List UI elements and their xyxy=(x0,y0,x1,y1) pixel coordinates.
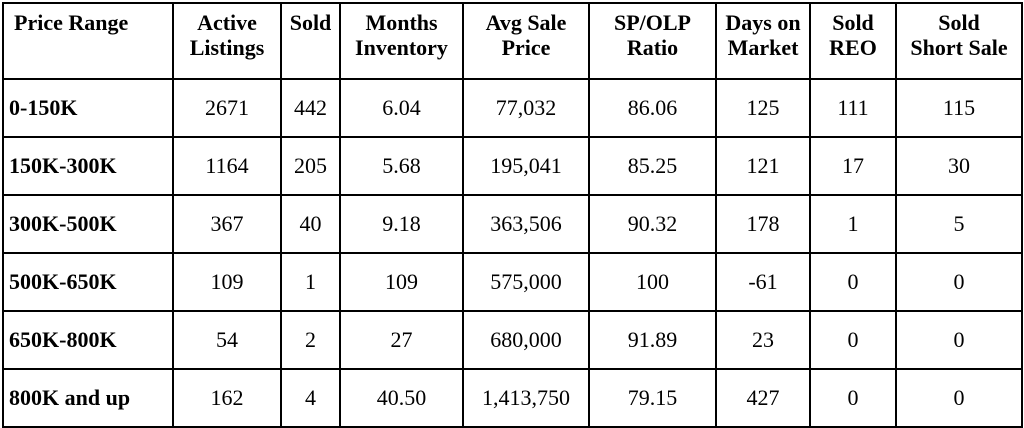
header-label-line: Ratio xyxy=(626,35,679,60)
header-days-on-market: Days on Market xyxy=(715,2,811,80)
header-sold-reo: Sold REO xyxy=(809,2,897,80)
table-cell: 40 xyxy=(280,194,341,254)
table-cell: 4 xyxy=(280,368,341,428)
table-cell: 1 xyxy=(280,252,341,312)
table-cell: 2 xyxy=(280,310,341,370)
table-cell: 2671 xyxy=(172,78,282,138)
table-cell: 91.89 xyxy=(588,310,717,370)
table-cell: 23 xyxy=(715,310,811,370)
table-cell: 205 xyxy=(280,136,341,196)
table-row: 500K-650K 109 1 109 575,000 100 -61 0 0 xyxy=(2,252,1023,312)
table-cell: 125 xyxy=(715,78,811,138)
header-label-line: Listings xyxy=(189,35,265,60)
table-cell: 0 xyxy=(809,368,897,428)
table-cell: 5.68 xyxy=(339,136,464,196)
table-row: 0-150K 2671 442 6.04 77,032 86.06 125 111 115 xyxy=(2,78,1023,138)
header-sold: Sold xyxy=(280,2,341,80)
table-cell: 6.04 xyxy=(339,78,464,138)
table-cell: 115 xyxy=(895,78,1023,138)
header-label-line: Sold xyxy=(832,10,874,35)
table-cell: 0 xyxy=(895,368,1023,428)
table-row: 150K-300K 1164 205 5.68 195,041 85.25 121 17 30 xyxy=(2,136,1023,196)
header-label-line: Months xyxy=(365,10,438,35)
table-cell: 121 xyxy=(715,136,811,196)
header-label-line: Days on xyxy=(725,10,801,35)
header-label-line: Market xyxy=(727,35,799,60)
table-row: 650K-800K 54 2 27 680,000 91.89 23 0 0 xyxy=(2,310,1023,370)
header-label-line: Sold xyxy=(938,10,980,35)
header-label-line: Inventory xyxy=(355,35,448,60)
table-cell: 0 xyxy=(809,310,897,370)
table-cell: 86.06 xyxy=(588,78,717,138)
table-cell: 442 xyxy=(280,78,341,138)
header-sp-olp-ratio: SP/OLP Ratio xyxy=(588,2,717,80)
row-label-price-range: 650K-800K xyxy=(2,310,174,370)
table-cell: -61 xyxy=(715,252,811,312)
table-cell: 1164 xyxy=(172,136,282,196)
table-cell: 0 xyxy=(809,252,897,312)
row-label-price-range: 150K-300K xyxy=(2,136,174,196)
header-months-inventory: Months Inventory xyxy=(339,2,464,80)
row-label-price-range: 500K-650K xyxy=(2,252,174,312)
table-cell: 367 xyxy=(172,194,282,254)
header-label-line: Short Sale xyxy=(910,35,1008,60)
table-cell: 0 xyxy=(895,252,1023,312)
table-cell: 40.50 xyxy=(339,368,464,428)
header-label-line: Sold xyxy=(289,10,332,35)
table-row: 300K-500K 367 40 9.18 363,506 90.32 178 1 5 xyxy=(2,194,1023,254)
table-cell: 100 xyxy=(588,252,717,312)
table-cell: 17 xyxy=(809,136,897,196)
table-cell: 111 xyxy=(809,78,897,138)
table-cell: 363,506 xyxy=(462,194,590,254)
table-cell: 5 xyxy=(895,194,1023,254)
header-price-range: Price Range xyxy=(2,2,174,80)
header-row: Price Range Active Listings Sold Months Inven… xyxy=(2,2,1023,80)
table-cell: 1 xyxy=(809,194,897,254)
table-cell: 1,413,750 xyxy=(462,368,590,428)
header-label-line: REO xyxy=(829,35,877,60)
row-label-price-range: 800K and up xyxy=(2,368,174,428)
table-cell: 575,000 xyxy=(462,252,590,312)
row-label-price-range: 300K-500K xyxy=(2,194,174,254)
table-cell: 427 xyxy=(715,368,811,428)
table-cell: 9.18 xyxy=(339,194,464,254)
table-cell: 162 xyxy=(172,368,282,428)
table-cell: 85.25 xyxy=(588,136,717,196)
row-label-price-range: 0-150K xyxy=(2,78,174,138)
header-active-listings: Active Listings xyxy=(172,2,282,80)
table-body: 0-150K 2671 442 6.04 77,032 86.06 125 111 115 150… xyxy=(2,78,1023,428)
header-label-line: Avg Sale xyxy=(485,10,567,35)
table-cell: 0 xyxy=(895,310,1023,370)
table-cell: 195,041 xyxy=(462,136,590,196)
table-cell: 178 xyxy=(715,194,811,254)
table-cell: 109 xyxy=(339,252,464,312)
table-cell: 680,000 xyxy=(462,310,590,370)
table-cell: 90.32 xyxy=(588,194,717,254)
header-label-line: Price Range xyxy=(14,10,129,35)
table-cell: 79.15 xyxy=(588,368,717,428)
table-row: 800K and up 162 4 40.50 1,413,750 79.15 427 0 0 xyxy=(2,368,1023,428)
table-cell: 54 xyxy=(172,310,282,370)
table-cell: 109 xyxy=(172,252,282,312)
table-cell: 27 xyxy=(339,310,464,370)
header-avg-sale-price: Avg Sale Price xyxy=(462,2,590,80)
header-sold-short-sale: Sold Short Sale xyxy=(895,2,1023,80)
table-cell: 77,032 xyxy=(462,78,590,138)
header-label-line: Price xyxy=(501,35,551,60)
table-cell: 30 xyxy=(895,136,1023,196)
header-label-line: Active xyxy=(197,10,257,35)
header-label-line: SP/OLP xyxy=(613,10,691,35)
